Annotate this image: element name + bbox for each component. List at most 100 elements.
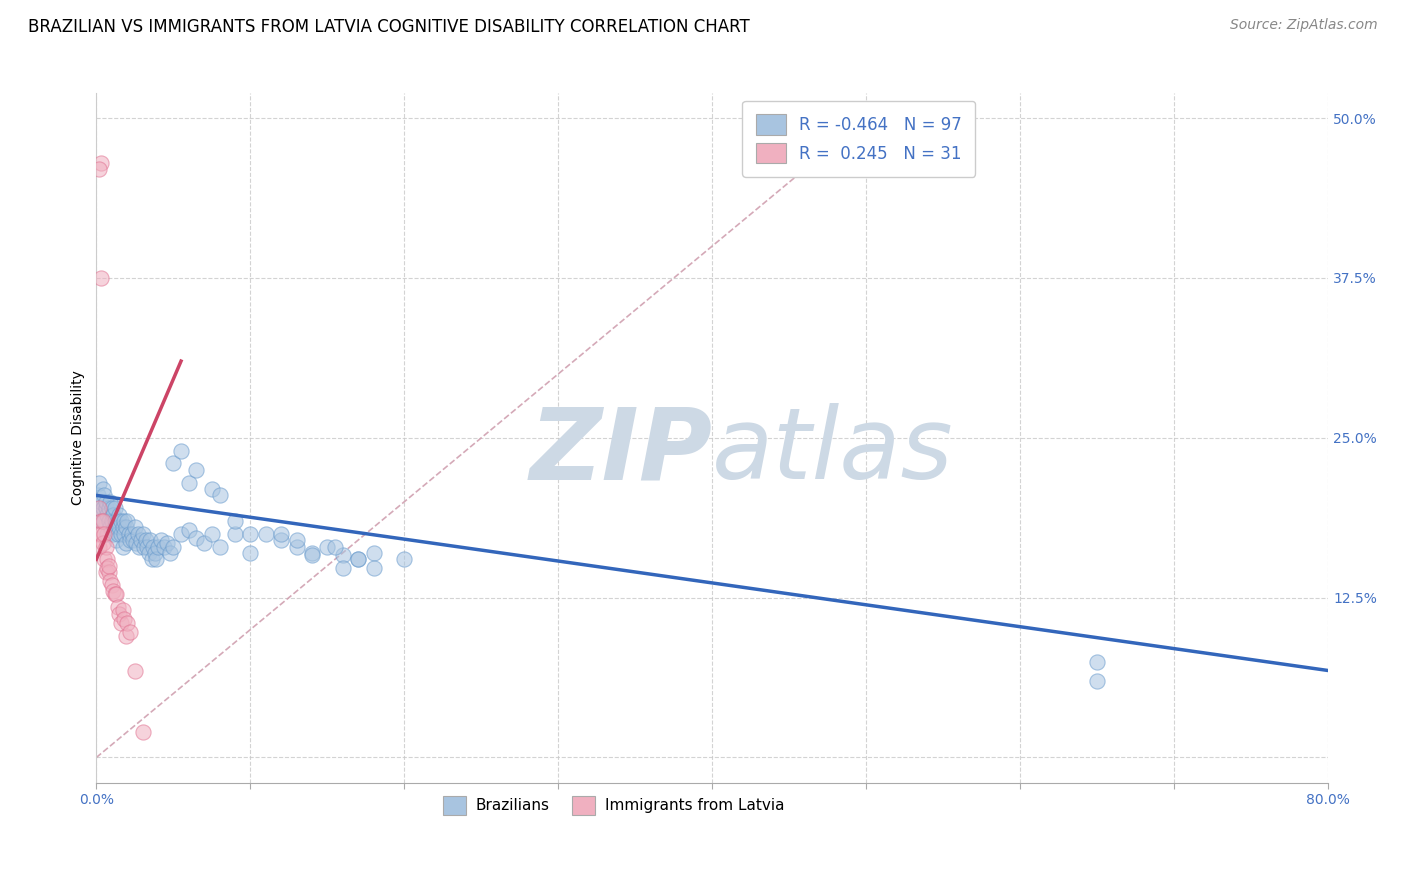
Point — [96, 561, 118, 575]
Point — [285, 533, 308, 548]
Point — [153, 540, 176, 554]
Point — [122, 533, 145, 548]
Point — [239, 526, 262, 541]
Point — [128, 540, 150, 554]
Point — [90, 514, 112, 528]
Point — [87, 526, 110, 541]
Point — [93, 514, 115, 528]
Point — [363, 561, 385, 575]
Point — [301, 549, 323, 563]
Text: ZIP: ZIP — [529, 403, 713, 500]
Point — [96, 508, 118, 522]
Point — [347, 552, 370, 566]
Point — [96, 552, 118, 566]
Point — [323, 540, 346, 554]
Point — [89, 162, 111, 177]
Point — [120, 625, 142, 640]
Point — [145, 552, 167, 566]
Point — [103, 508, 125, 522]
Point — [114, 520, 136, 534]
Legend: Brazilians, Immigrants from Latvia: Brazilians, Immigrants from Latvia — [434, 787, 793, 823]
Point — [107, 526, 129, 541]
Point — [90, 156, 112, 170]
Point — [136, 540, 159, 554]
Point — [111, 520, 134, 534]
Point — [94, 494, 117, 508]
Point — [301, 546, 323, 560]
Point — [127, 526, 149, 541]
Point — [94, 565, 117, 579]
Point — [121, 526, 143, 541]
Point — [89, 475, 111, 490]
Point — [139, 533, 162, 548]
Point — [103, 584, 125, 599]
Point — [208, 540, 231, 554]
Point — [105, 533, 128, 548]
Point — [97, 558, 120, 573]
Point — [135, 533, 157, 548]
Point — [91, 482, 114, 496]
Point — [87, 488, 110, 502]
Point — [98, 494, 121, 508]
Point — [118, 526, 141, 541]
Point — [90, 526, 112, 541]
Point — [1085, 673, 1108, 688]
Point — [114, 629, 136, 643]
Point — [363, 546, 385, 560]
Point — [131, 725, 153, 739]
Point — [193, 535, 215, 549]
Point — [93, 552, 115, 566]
Point — [332, 549, 354, 563]
Text: BRAZILIAN VS IMMIGRANTS FROM LATVIA COGNITIVE DISABILITY CORRELATION CHART: BRAZILIAN VS IMMIGRANTS FROM LATVIA COGN… — [28, 18, 749, 36]
Point — [97, 501, 120, 516]
Point — [146, 540, 169, 554]
Point — [170, 526, 193, 541]
Point — [132, 540, 155, 554]
Point — [159, 546, 181, 560]
Point — [138, 546, 160, 560]
Point — [143, 546, 166, 560]
Point — [186, 531, 208, 545]
Point — [110, 526, 132, 541]
Point — [108, 520, 131, 534]
Point — [120, 533, 142, 548]
Point — [332, 561, 354, 575]
Point — [201, 482, 224, 496]
Point — [108, 508, 131, 522]
Point — [110, 616, 132, 631]
Point — [186, 463, 208, 477]
Text: atlas: atlas — [713, 403, 953, 500]
Point — [270, 526, 292, 541]
Point — [111, 603, 134, 617]
Point — [125, 535, 148, 549]
Point — [89, 501, 111, 516]
Point — [124, 664, 146, 678]
Point — [224, 514, 246, 528]
Point — [89, 501, 111, 516]
Point — [107, 514, 129, 528]
Point — [96, 526, 118, 541]
Point — [104, 587, 127, 601]
Point — [141, 552, 163, 566]
Text: Source: ZipAtlas.com: Source: ZipAtlas.com — [1230, 18, 1378, 32]
Point — [93, 488, 115, 502]
Point — [111, 540, 134, 554]
Point — [254, 526, 277, 541]
Point — [91, 535, 114, 549]
Point — [129, 533, 152, 548]
Point — [394, 552, 416, 566]
Point — [104, 501, 127, 516]
Point — [108, 607, 131, 622]
Point — [201, 526, 224, 541]
Point — [112, 612, 135, 626]
Point — [115, 616, 138, 631]
Point — [208, 488, 231, 502]
Point — [104, 514, 127, 528]
Point — [112, 514, 135, 528]
Point — [1085, 655, 1108, 669]
Point — [94, 540, 117, 554]
Point — [107, 599, 129, 614]
Point — [224, 526, 246, 541]
Point — [90, 494, 112, 508]
Point — [142, 540, 165, 554]
